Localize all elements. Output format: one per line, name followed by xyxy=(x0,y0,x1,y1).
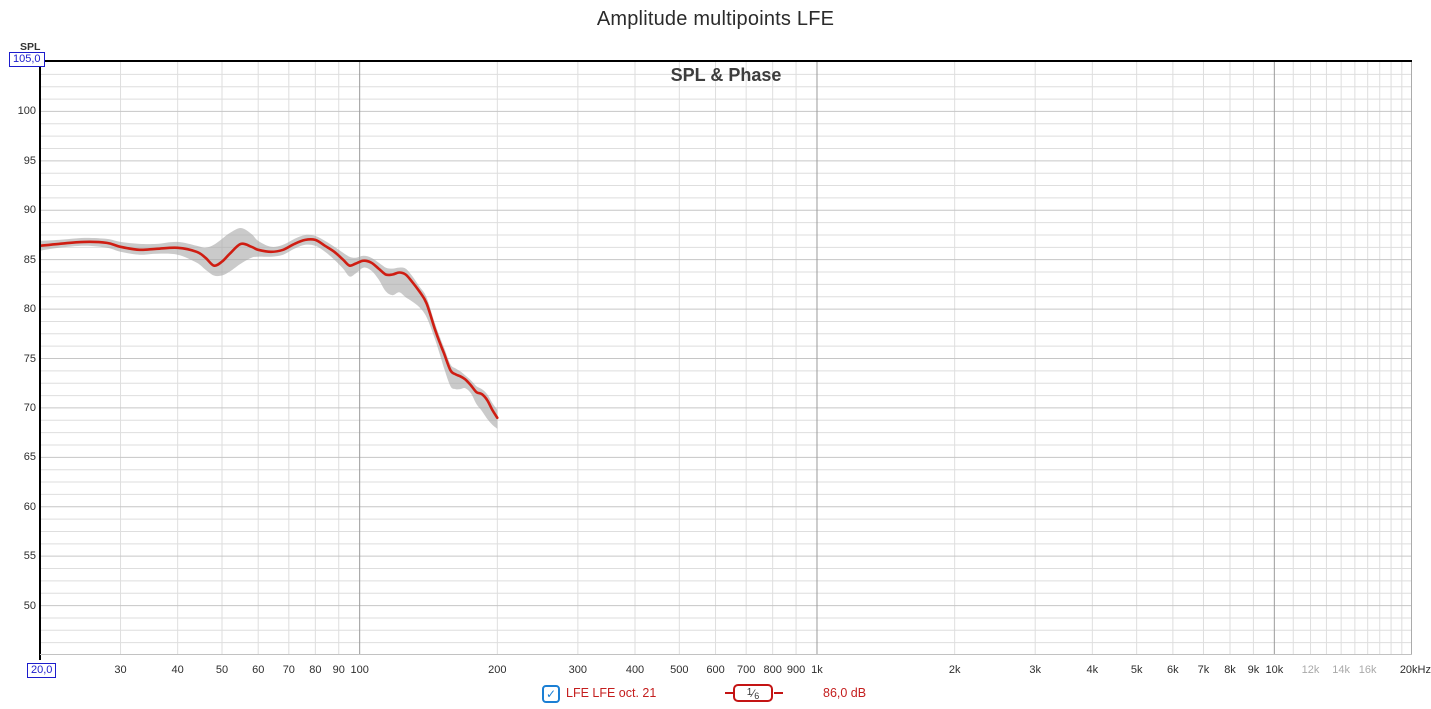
plot-border-right xyxy=(1411,62,1412,655)
legend-bar: ✓ LFE LFE oct. 21 1⁄6 86,0 dB xyxy=(0,684,1431,704)
chart-inner-title: SPL & Phase xyxy=(670,65,782,85)
x-tick-label: 30 xyxy=(114,664,127,676)
spl-chart-svg xyxy=(38,62,1412,655)
level-readout: 86,0 dB xyxy=(823,686,867,700)
smoothing-line-left-icon xyxy=(725,692,734,694)
x-tick-label: 14k xyxy=(1332,664,1351,676)
x-tick-label: 40 xyxy=(171,664,184,676)
x-axis-labels: 30 40 50 60 70 80 90 100 200 300 400 500 600 700 800 90… xyxy=(0,663,1431,679)
y-tick-label: 60 xyxy=(23,500,36,513)
y-tick-label: 75 xyxy=(23,352,36,365)
page-title: Amplitude multipoints LFE xyxy=(596,8,835,30)
x-tick-label: 5k xyxy=(1130,664,1143,676)
plot-border-left xyxy=(39,60,41,660)
x-tick-label: 10k xyxy=(1265,664,1284,676)
plot-area[interactable] xyxy=(38,62,1412,655)
x-tick-label: 8k xyxy=(1224,664,1236,676)
x-tick-label: 500 xyxy=(670,664,689,676)
y-tick-label: 55 xyxy=(23,550,36,563)
x-tick-label: 700 xyxy=(736,664,756,676)
x-tick-label: 12k xyxy=(1301,664,1320,676)
y-tick-label: 50 xyxy=(23,599,36,612)
y-axis-name: SPL xyxy=(20,41,41,53)
freq-axis-min-input[interactable]: 20,0 xyxy=(27,663,57,678)
plot-border-bottom xyxy=(40,654,1412,655)
y-tick-label: 95 xyxy=(23,154,36,167)
smoothing-slash: ⁄ xyxy=(752,688,755,700)
trace-label[interactable]: LFE LFE oct. 21 xyxy=(566,686,657,700)
x-tick-label: 3k xyxy=(1029,664,1041,676)
x-tick-label: 9k xyxy=(1247,664,1260,676)
x-tick-label: 600 xyxy=(706,664,725,676)
x-tick-label: 6k xyxy=(1167,664,1179,676)
spl-axis-max-input[interactable]: 105,0 xyxy=(9,52,45,67)
plot-border-top xyxy=(40,60,1412,62)
x-tick-label: 50 xyxy=(215,664,229,676)
x-tick-label: 4k xyxy=(1086,664,1099,676)
multipoint-spread-band xyxy=(40,227,498,429)
smoothing-line-right-icon xyxy=(774,692,783,694)
x-tick-label: 900 xyxy=(786,664,806,676)
y-tick-label: 85 xyxy=(23,253,36,266)
x-tick-label: 60 xyxy=(252,664,265,676)
x-tick-label: 1k xyxy=(811,664,823,676)
spl-curve xyxy=(38,237,499,420)
y-tick-label: 90 xyxy=(23,204,36,217)
x-tick-label: 7k xyxy=(1197,664,1210,676)
y-tick-label: 80 xyxy=(23,303,36,316)
trace-visibility-checkbox[interactable]: ✓ xyxy=(542,685,560,703)
checkmark-icon: ✓ xyxy=(545,687,557,701)
x-tick-label: 90 xyxy=(332,664,345,676)
x-tick-label: 20kHz xyxy=(1399,664,1431,676)
x-tick-label: 800 xyxy=(763,664,782,676)
smoothing-numerator: 1 xyxy=(746,687,753,698)
x-tick-label: 200 xyxy=(488,664,507,676)
y-tick-label: 70 xyxy=(23,401,36,414)
x-tick-label: 300 xyxy=(568,664,588,676)
smoothing-value-box: 1⁄6 xyxy=(733,684,773,702)
x-tick-label: 100 xyxy=(350,664,369,676)
x-tick-label: 70 xyxy=(282,664,295,676)
y-tick-label: 65 xyxy=(23,451,36,464)
y-tick-label: 100 xyxy=(17,105,36,118)
x-tick-label: 400 xyxy=(625,664,645,676)
x-tick-label: 80 xyxy=(309,664,322,676)
x-tick-label: 16k xyxy=(1358,664,1377,676)
x-tick-label: 2k xyxy=(948,664,961,676)
smoothing-denominator: 6 xyxy=(754,691,760,701)
